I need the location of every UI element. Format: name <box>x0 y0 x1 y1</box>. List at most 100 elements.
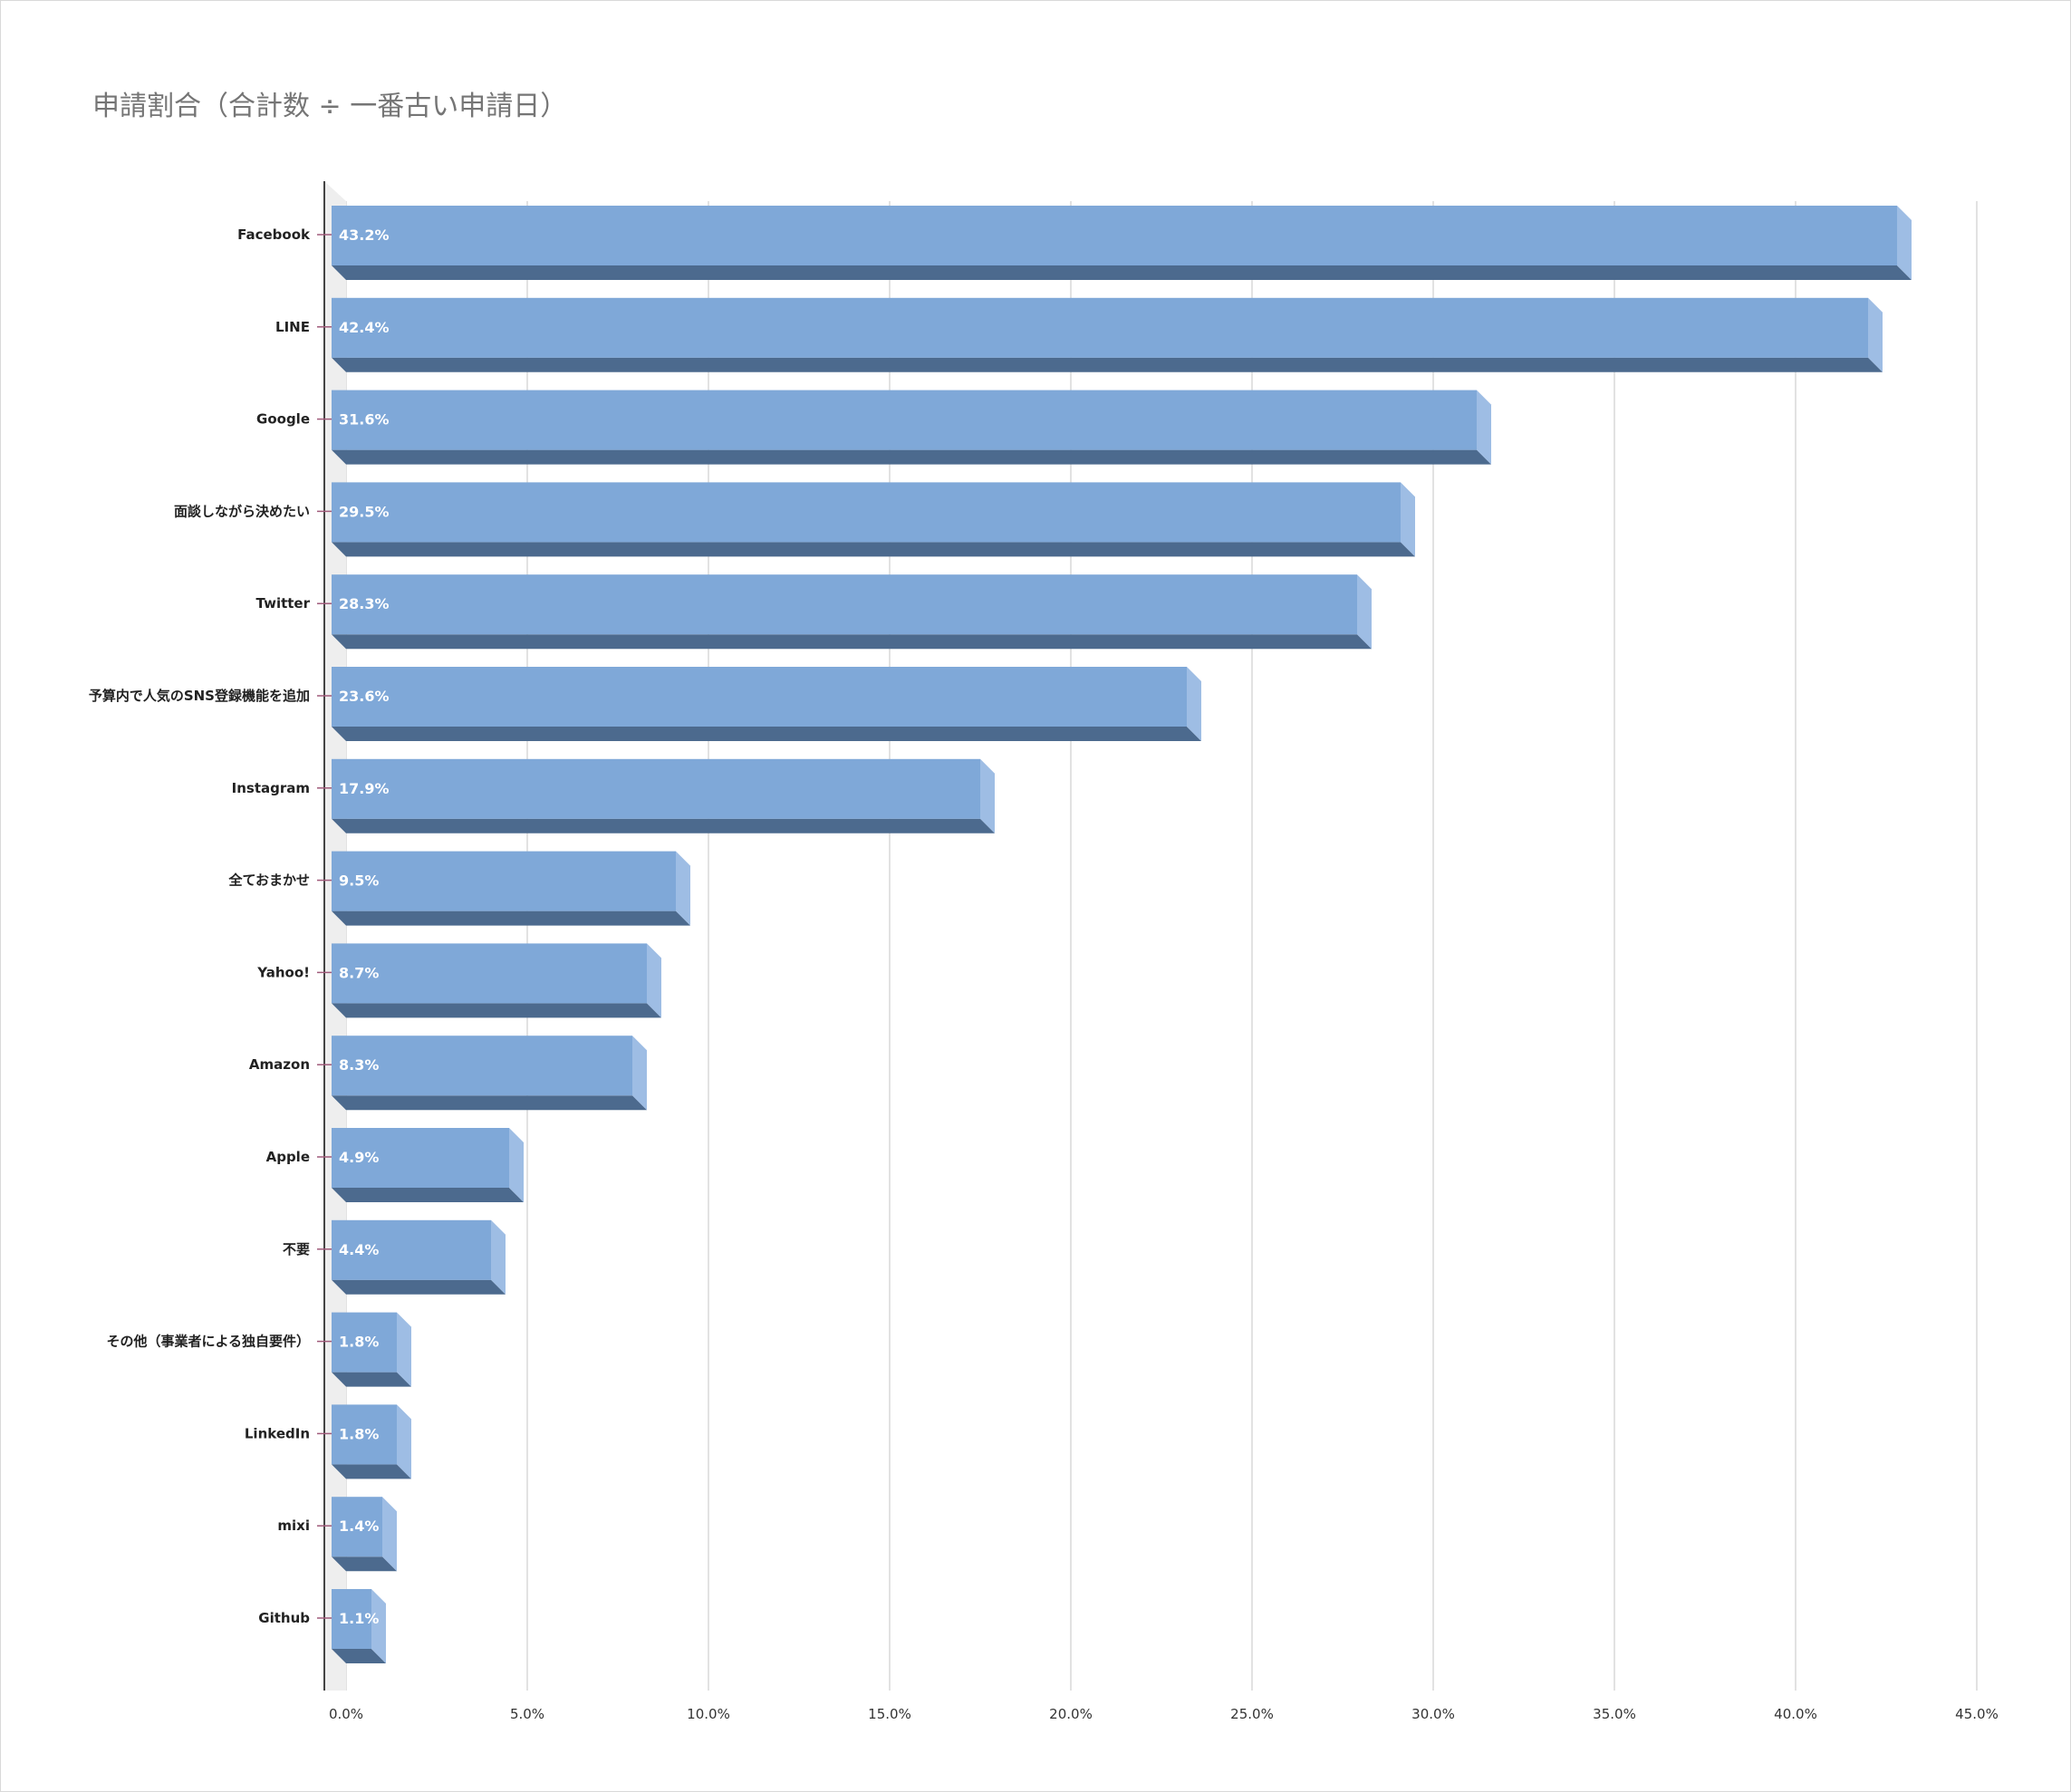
bar: 28.3% <box>332 574 1372 650</box>
bar: 17.9% <box>332 758 995 833</box>
bar-side-face <box>491 1219 506 1295</box>
bar-side-face <box>1357 574 1372 650</box>
bar-front-face <box>332 1219 491 1280</box>
bar-side-face <box>1477 390 1491 465</box>
bar-front-face <box>332 667 1187 727</box>
data-label: 28.3% <box>339 595 390 612</box>
x-tick-label: 10.0% <box>687 1706 730 1722</box>
bar-bottom-face <box>332 910 690 926</box>
bar-side-face <box>980 758 995 833</box>
x-tick-label: 25.0% <box>1230 1706 1274 1722</box>
bar-front-face <box>332 943 647 1004</box>
bar-side-face <box>509 1128 524 1202</box>
category-label: Amazon <box>249 1056 310 1073</box>
data-label: 9.5% <box>339 872 379 890</box>
category-label: LinkedIn <box>245 1425 310 1441</box>
bar: 31.6% <box>332 390 1491 465</box>
bar-side-face <box>647 943 661 1018</box>
category-label: 全ておまかせ <box>227 872 310 889</box>
bar-side-face <box>1897 206 1912 280</box>
data-label: 1.1% <box>339 1610 379 1627</box>
bar-bottom-face <box>332 634 1372 650</box>
bar-front-face <box>332 390 1477 450</box>
category-label: Github <box>258 1610 310 1626</box>
bar-bottom-face <box>332 1279 506 1295</box>
category-label: mixi <box>277 1517 310 1534</box>
data-label: 43.2% <box>339 226 390 244</box>
data-label: 8.3% <box>339 1056 379 1074</box>
bar-front-face <box>332 482 1401 543</box>
bar: 1.4% <box>332 1497 397 1572</box>
x-axis-ticks: 0.0% 5.0% 10.0% 15.0% 20.0% 25.0% 30.0% 35.0% 40… <box>329 1706 1999 1722</box>
bar-bottom-face <box>332 1188 524 1202</box>
category-label: Facebook <box>237 226 311 243</box>
bar-front-face <box>332 1404 397 1465</box>
bar-side-face <box>397 1404 411 1479</box>
bar-bottom-face <box>332 1649 386 1663</box>
bar: 8.7% <box>332 943 661 1018</box>
x-tick-label: 0.0% <box>329 1706 363 1722</box>
x-tick-label: 30.0% <box>1411 1706 1455 1722</box>
bar-front-face <box>332 1312 397 1373</box>
category-label: Twitter <box>256 595 311 612</box>
bar-front-face <box>332 206 1897 265</box>
data-label: 42.4% <box>339 319 390 336</box>
bar-front-face <box>332 1497 382 1557</box>
data-label: 4.9% <box>339 1149 379 1166</box>
bar-bottom-face <box>332 1095 647 1111</box>
bar: 1.8% <box>332 1312 411 1387</box>
bar-front-face <box>332 574 1357 635</box>
data-label: 23.6% <box>339 688 390 705</box>
x-tick-label: 35.0% <box>1593 1706 1636 1722</box>
bar-bottom-face <box>332 818 995 833</box>
bar: 43.2% <box>332 206 1912 280</box>
x-tick-label: 15.0% <box>868 1706 911 1722</box>
x-tick-label: 45.0% <box>1955 1706 1999 1722</box>
bar: 29.5% <box>332 482 1415 557</box>
x-tick-label: 40.0% <box>1774 1706 1817 1722</box>
bar-bottom-face <box>332 1003 661 1018</box>
bar-bottom-face <box>332 542 1415 557</box>
data-label: 8.7% <box>339 964 379 981</box>
bar: 4.4% <box>332 1219 506 1295</box>
data-label: 1.4% <box>339 1517 379 1535</box>
bars: 43.2% 42.4% 31.6% 29.5% 28.3% 23.6% 17.9% 9.5% 8… <box>332 206 1912 1663</box>
bar-side-face <box>1401 482 1415 557</box>
data-label: 29.5% <box>339 503 390 520</box>
bar-side-face <box>382 1497 397 1572</box>
category-label: 不要 <box>283 1241 310 1257</box>
bar-bottom-face <box>332 357 1883 372</box>
bar-bottom-face <box>332 1372 411 1387</box>
data-label: 31.6% <box>339 411 390 429</box>
bar-side-face <box>632 1036 647 1111</box>
bar-bottom-face <box>332 449 1491 465</box>
bar-side-face <box>1187 667 1201 741</box>
x-tick-label: 5.0% <box>510 1706 544 1722</box>
category-label: Google <box>256 411 310 428</box>
bar-front-face <box>332 297 1868 358</box>
bar-side-face <box>371 1589 386 1663</box>
data-label: 4.4% <box>339 1241 379 1258</box>
bar-front-face <box>332 758 980 819</box>
data-label: 1.8% <box>339 1334 379 1351</box>
bar-bottom-face <box>332 1464 411 1479</box>
bar-side-face <box>676 851 690 926</box>
category-label: LINE <box>275 319 310 335</box>
bar-front-face <box>332 851 676 911</box>
chart-title: 申請割合（合計数 ÷ 一番古い申請日） <box>92 91 568 122</box>
x-tick-label: 20.0% <box>1049 1706 1093 1722</box>
bar: 23.6% <box>332 667 1201 741</box>
data-label: 17.9% <box>339 780 390 797</box>
category-label: Instagram <box>232 780 310 796</box>
category-label: 面談しながら決めたい <box>174 503 310 519</box>
bar-front-face <box>332 1589 371 1649</box>
bar-front-face <box>332 1036 632 1096</box>
bar-bottom-face <box>332 727 1201 741</box>
category-label: Yahoo! <box>256 964 310 980</box>
category-label: Apple <box>266 1149 310 1165</box>
category-labels: Facebook LINE Google 面談しながら決めたい Twitter 予算内で人… <box>89 226 332 1626</box>
bar-side-face <box>1868 297 1883 372</box>
bar-side-face <box>397 1312 411 1387</box>
bar: 1.8% <box>332 1404 411 1479</box>
